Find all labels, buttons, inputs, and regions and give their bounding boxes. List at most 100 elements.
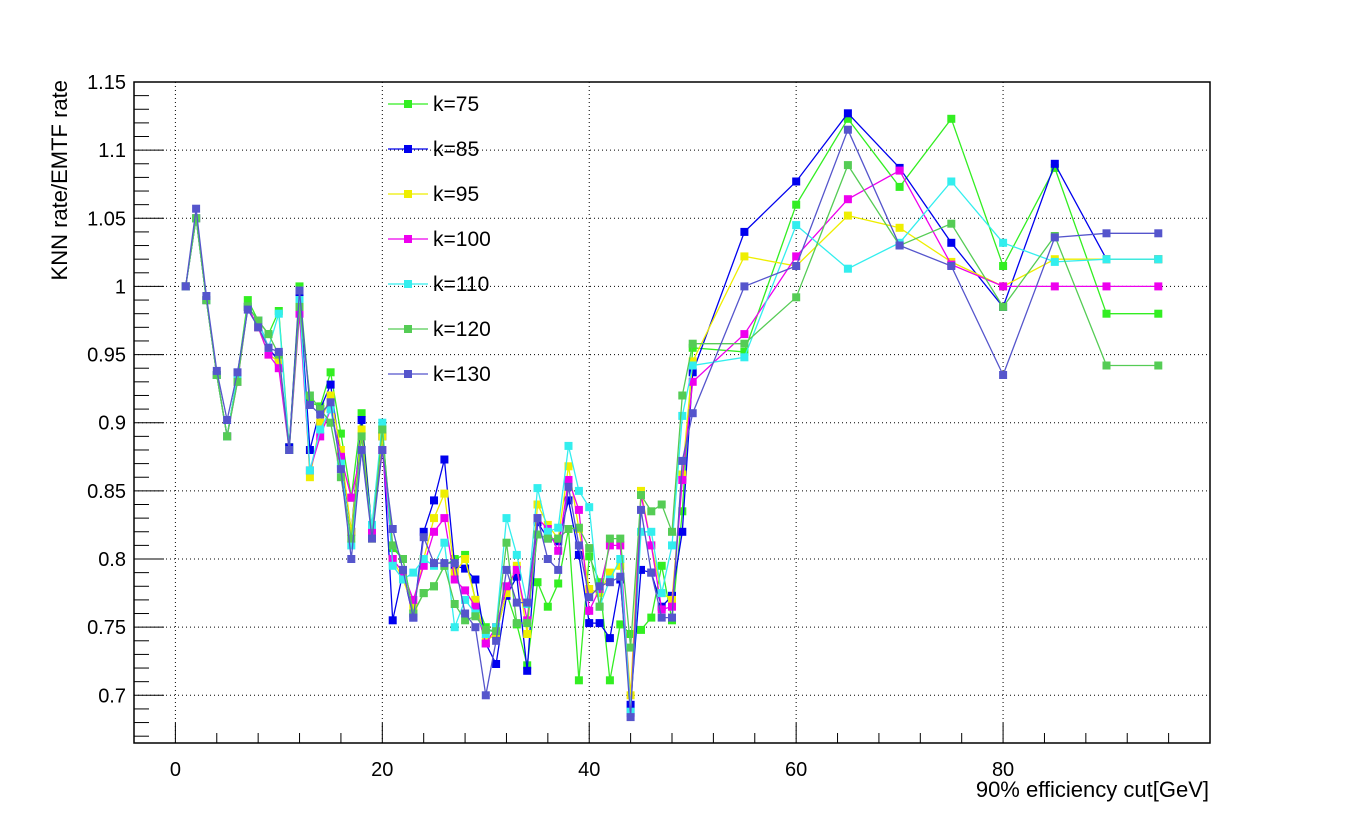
data-point [564,476,573,484]
data-point [595,619,604,628]
series-layer [181,109,1163,722]
data-point [564,482,573,491]
data-point [336,452,345,461]
data-point [326,380,335,389]
data-point [688,343,697,352]
data-point [461,616,470,625]
data-point [399,565,407,574]
data-point [243,305,252,314]
data-point [378,446,387,454]
data-point [316,432,325,441]
data-point [564,496,573,505]
data-point [243,296,252,305]
data-point [626,643,635,652]
y-tick-label: 0.95 [87,345,126,367]
data-point [595,589,604,598]
data-point [678,411,687,420]
x-tick-label: 80 [992,759,1014,781]
data-point [409,602,418,611]
data-point [305,466,314,475]
data-point [512,565,521,574]
data-point [1102,282,1111,291]
data-point [543,520,552,529]
data-point [657,613,666,622]
data-point [233,377,242,386]
data-point [574,676,583,685]
data-point [212,371,221,379]
data-point [740,282,749,291]
y-tick-label: 0.85 [87,481,126,503]
data-point [657,561,666,570]
data-point [274,364,283,373]
data-point [574,550,583,559]
data-point [523,619,532,628]
data-point [481,630,490,638]
data-point [461,564,470,573]
data-point [450,623,459,632]
data-point [357,409,366,418]
data-point [1154,309,1163,318]
legend-label: k=120 [433,318,491,341]
data-point [316,425,325,434]
data-point [440,455,449,464]
data-point [626,713,635,722]
data-point [336,429,345,438]
data-point [999,282,1008,291]
data-point [740,330,749,339]
data-point [657,605,666,614]
legend-label: k=110 [433,273,489,296]
data-point [678,507,687,516]
legend-label: k=85 [433,138,479,161]
data-point [585,552,594,561]
data-point [368,534,376,543]
data-point [574,523,583,532]
data-point [543,602,552,611]
data-point [481,625,490,634]
data-point [543,555,552,563]
data-point [740,347,749,356]
data-point [554,523,563,532]
data-point [305,401,314,409]
data-point [409,568,418,577]
data-point [647,541,656,550]
data-point [461,555,470,563]
data-point [843,195,852,204]
x-axis-title: 90% efficiency cut[GeV] [976,777,1209,802]
data-point [740,227,749,236]
data-point [430,514,438,523]
data-point [326,368,335,377]
data-point [616,534,625,543]
data-point [305,473,314,482]
data-point [678,476,687,484]
data-point [388,616,397,625]
data-point [471,595,480,604]
data-point [512,550,521,559]
data-point [368,520,376,529]
data-point [399,555,407,563]
data-point [947,262,956,270]
data-point [357,425,366,434]
legend: k=75 k=85 k=95 k=100 k=110 k=120 k=130 [388,93,491,386]
data-point [574,541,583,550]
data-point [657,589,666,598]
data-point [502,514,511,523]
data-point [461,586,470,595]
data-point [533,530,542,539]
data-point [616,620,625,629]
data-point [419,555,428,563]
data-point [461,609,470,618]
data-point [792,200,801,209]
data-point [523,666,532,675]
data-point [585,585,594,593]
y-tick-label: 0.8 [98,549,126,571]
data-point [192,204,201,213]
data-point [223,416,232,424]
axis-ticks: 0 20 40 60 80 0.7 0.75 0.8 0.85 0.9 0.95 1 1.05 1.1 1.… [87,72,1170,781]
y-tick-label: 0.7 [98,685,126,707]
data-point [295,282,304,291]
data-point [212,366,221,375]
y-tick-label: 0.9 [98,413,126,435]
data-point [357,446,366,454]
data-point [792,177,801,186]
data-point [637,527,645,536]
